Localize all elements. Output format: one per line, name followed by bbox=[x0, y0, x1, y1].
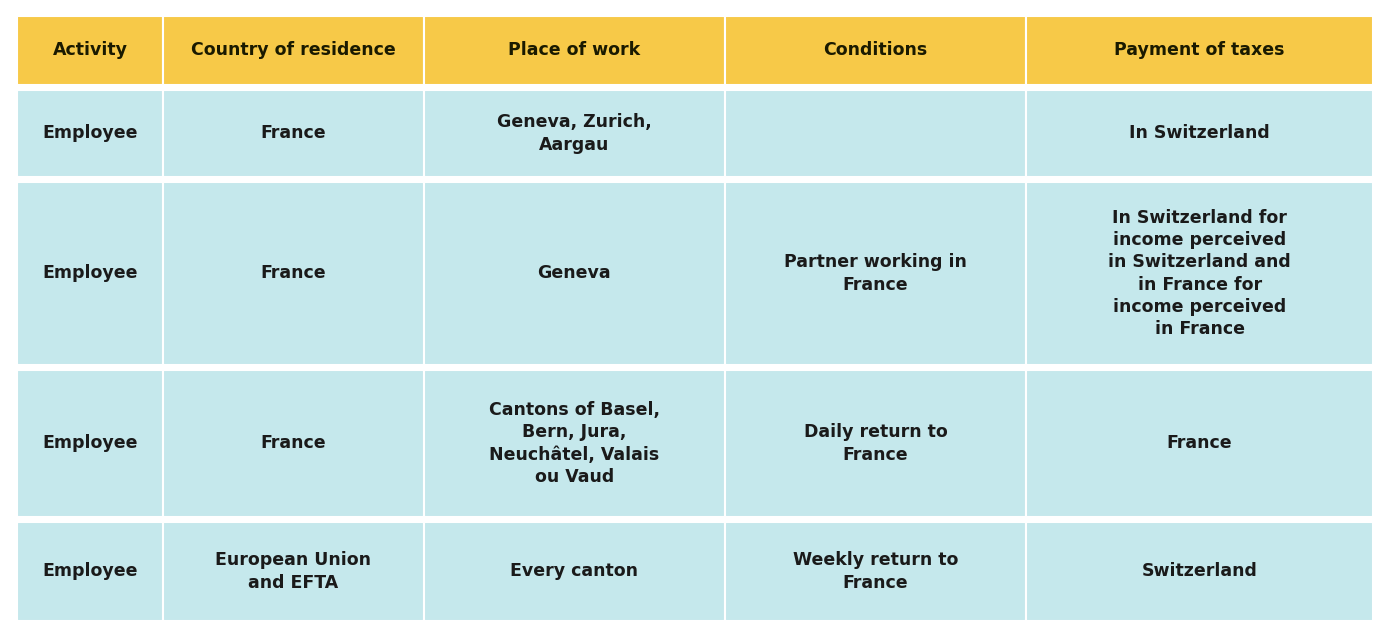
Text: Geneva, Zurich,
Aargau: Geneva, Zurich, Aargau bbox=[496, 113, 652, 154]
Bar bbox=[1026, 90, 1373, 177]
Bar bbox=[17, 522, 163, 621]
Bar bbox=[163, 16, 424, 85]
Text: In Switzerland for
income perceived
in Switzerland and
in France for
income perc: In Switzerland for income perceived in S… bbox=[1108, 209, 1291, 338]
Bar bbox=[17, 16, 163, 85]
Text: Conditions: Conditions bbox=[823, 41, 927, 59]
Text: Place of work: Place of work bbox=[509, 41, 641, 59]
Bar bbox=[424, 522, 724, 621]
Text: Geneva: Geneva bbox=[538, 264, 612, 282]
Bar bbox=[17, 182, 163, 365]
Text: Cantons of Basel,
Bern, Jura,
Neuchâtel, Valais
ou Vaud: Cantons of Basel, Bern, Jura, Neuchâtel,… bbox=[489, 401, 660, 486]
Text: Employee: Employee bbox=[42, 124, 138, 143]
Bar bbox=[424, 182, 724, 365]
Bar bbox=[1026, 522, 1373, 621]
Bar bbox=[724, 16, 1026, 85]
Text: Partner working in
France: Partner working in France bbox=[784, 254, 967, 294]
Bar bbox=[163, 90, 424, 177]
Bar bbox=[163, 522, 424, 621]
Bar bbox=[17, 177, 1373, 182]
Bar bbox=[163, 182, 424, 365]
Text: France: France bbox=[260, 124, 327, 143]
Text: European Union
and EFTA: European Union and EFTA bbox=[215, 552, 371, 592]
Bar bbox=[724, 370, 1026, 517]
Bar bbox=[724, 182, 1026, 365]
Bar bbox=[724, 522, 1026, 621]
Bar bbox=[17, 85, 1373, 90]
Text: Employee: Employee bbox=[42, 562, 138, 580]
Text: Switzerland: Switzerland bbox=[1141, 562, 1258, 580]
Text: In Switzerland: In Switzerland bbox=[1129, 124, 1270, 143]
Text: Country of residence: Country of residence bbox=[190, 41, 396, 59]
Text: Employee: Employee bbox=[42, 434, 138, 452]
Bar bbox=[163, 370, 424, 517]
Bar bbox=[1026, 370, 1373, 517]
Bar bbox=[424, 16, 724, 85]
Bar bbox=[724, 90, 1026, 177]
Bar bbox=[1026, 182, 1373, 365]
Bar bbox=[424, 90, 724, 177]
Text: France: France bbox=[260, 264, 327, 282]
Bar bbox=[17, 365, 1373, 370]
Text: Weekly return to
France: Weekly return to France bbox=[792, 552, 958, 592]
Text: Activity: Activity bbox=[53, 41, 128, 59]
Bar bbox=[17, 370, 163, 517]
Bar bbox=[17, 517, 1373, 522]
Text: Daily return to
France: Daily return to France bbox=[803, 424, 948, 464]
Text: France: France bbox=[1166, 434, 1233, 452]
Bar bbox=[17, 90, 163, 177]
Text: France: France bbox=[260, 434, 327, 452]
Text: Payment of taxes: Payment of taxes bbox=[1115, 41, 1284, 59]
Text: Employee: Employee bbox=[42, 264, 138, 282]
Bar bbox=[424, 370, 724, 517]
Bar bbox=[1026, 16, 1373, 85]
Text: Every canton: Every canton bbox=[510, 562, 638, 580]
